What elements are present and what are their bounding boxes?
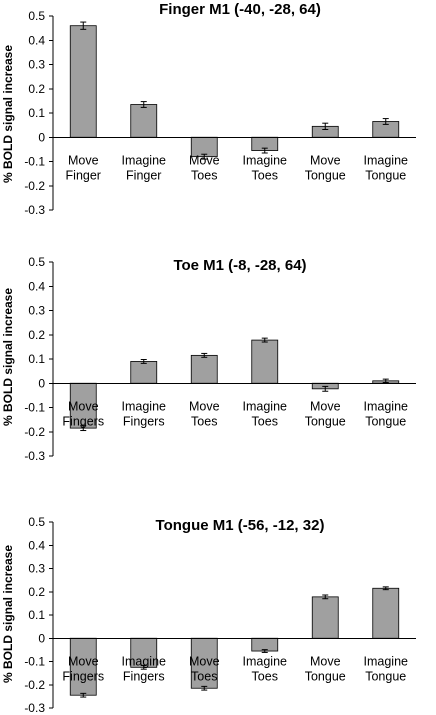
chart-3-title: Tongue M1 (-56, -12, 32) [156, 517, 325, 534]
chart-3-y-tick-label: 0.1 [28, 608, 45, 622]
chart-3-category-label: Imagine [243, 654, 288, 668]
chart-3-bar [311, 596, 339, 639]
chart-3-category-label: Imagine [364, 654, 409, 668]
chart-3-category-label: Move [189, 654, 220, 668]
chart-1-category-label: Finger [66, 168, 101, 182]
chart-1-category-label: Move [68, 153, 99, 167]
chart-1-y-tick-label: 0 [38, 130, 45, 144]
chart-3-category-label: Imagine [122, 654, 167, 668]
chart-1-category-label: Toes [191, 168, 217, 182]
chart-1-y-tick-label: 0.1 [28, 106, 45, 120]
chart-3-category-label: Move [310, 654, 341, 668]
chart-1-category-label: Finger [126, 168, 161, 182]
chart-1-y-tick-label: 0.2 [28, 82, 45, 96]
chart-1-category-label: Move [189, 153, 220, 167]
chart-2-category-label: Imagine [122, 399, 167, 413]
chart-2-category-label: Toes [252, 414, 278, 428]
chart-3-bar [69, 637, 97, 696]
chart-2-category-label: Fingers [123, 414, 165, 428]
chart-1-y-tick-label: 0.3 [28, 58, 45, 72]
chart-1-category-label: Tongue [305, 168, 346, 182]
chart-3-bar [372, 587, 400, 639]
chart-2-bar [190, 354, 218, 384]
chart-1-title: Finger M1 (-40, -28, 64) [159, 1, 321, 18]
chart-1-y-tick-label: -0.1 [24, 155, 45, 169]
chart-3-ylabel: % BOLD signal increase [1, 545, 15, 683]
chart-3-y-tick-label: -0.3 [24, 701, 45, 715]
chart-3-y-tick-label: 0.5 [28, 515, 45, 529]
chart-2-bar [251, 339, 279, 384]
chart-2-title: Toe M1 (-8, -28, 64) [173, 257, 306, 274]
chart-3-category-label: Tongue [365, 669, 406, 683]
chart-1-y-tick-label: 0.5 [28, 9, 45, 23]
chart-3-category-label: Toes [191, 669, 217, 683]
chart-3-category-label: Tongue [305, 669, 346, 683]
chart-2-y-tick-label: 0.4 [28, 279, 45, 293]
chart-2-y-tick-label: 0.5 [28, 255, 45, 269]
chart-2-y-tick-label: 0.2 [28, 328, 45, 342]
chart-2-category-label: Move [310, 399, 341, 413]
chart-3-category-label: Fingers [123, 669, 165, 683]
chart-3-category-label: Move [68, 654, 99, 668]
chart-1-bar [130, 104, 158, 138]
chart-2-ylabel: % BOLD signal increase [1, 288, 15, 426]
chart-2-y-tick-label: -0.1 [24, 401, 45, 415]
chart-1-category-label: Toes [252, 168, 278, 182]
chart-2-category-label: Imagine [243, 399, 288, 413]
chart-2-category-label: Imagine [364, 399, 409, 413]
chart-3-bar [251, 637, 279, 652]
chart-2-y-tick-label: 0.3 [28, 304, 45, 318]
chart-2-y-tick-label: 0 [38, 376, 45, 390]
chart-1-bar [69, 25, 97, 138]
chart-1-category-label: Imagine [122, 153, 167, 167]
chart-2-y-tick-label: -0.3 [24, 449, 45, 463]
chart-1-y-tick-label: -0.2 [24, 179, 45, 193]
chart-3-y-tick-label: 0 [38, 631, 45, 645]
chart-3-y-tick-label: -0.2 [24, 678, 45, 692]
chart-1-ylabel: % BOLD signal increase [1, 45, 15, 183]
chart-1-category-label: Imagine [243, 153, 288, 167]
chart-3-y-tick-label: 0.3 [28, 562, 45, 576]
chart-3-category-label: Toes [252, 669, 278, 683]
chart-3-y-tick-label: -0.1 [24, 655, 45, 669]
chart-2-bar [69, 382, 97, 429]
chart-1-category-label: Tongue [365, 168, 406, 182]
chart-2-category-label: Tongue [305, 414, 346, 428]
chart-2-category-label: Fingers [62, 414, 104, 428]
chart-3-bar [190, 637, 218, 689]
chart-3-y-tick-label: 0.2 [28, 585, 45, 599]
chart-3-y-tick-label: 0.4 [28, 538, 45, 552]
chart-1-y-tick-label: 0.4 [28, 33, 45, 47]
chart-2-y-tick-label: 0.1 [28, 352, 45, 366]
chart-1-y-tick-label: -0.3 [24, 203, 45, 217]
chart-2-category-label: Tongue [365, 414, 406, 428]
chart-2-bar [130, 361, 158, 384]
chart-1-category-label: Imagine [364, 153, 409, 167]
chart-2-category-label: Move [68, 399, 99, 413]
chart-2-category-label: Move [189, 399, 220, 413]
chart-2-y-tick-label: -0.2 [24, 425, 45, 439]
chart-2-category-label: Toes [191, 414, 217, 428]
chart-3-category-label: Fingers [62, 669, 104, 683]
chart-1-category-label: Move [310, 153, 341, 167]
